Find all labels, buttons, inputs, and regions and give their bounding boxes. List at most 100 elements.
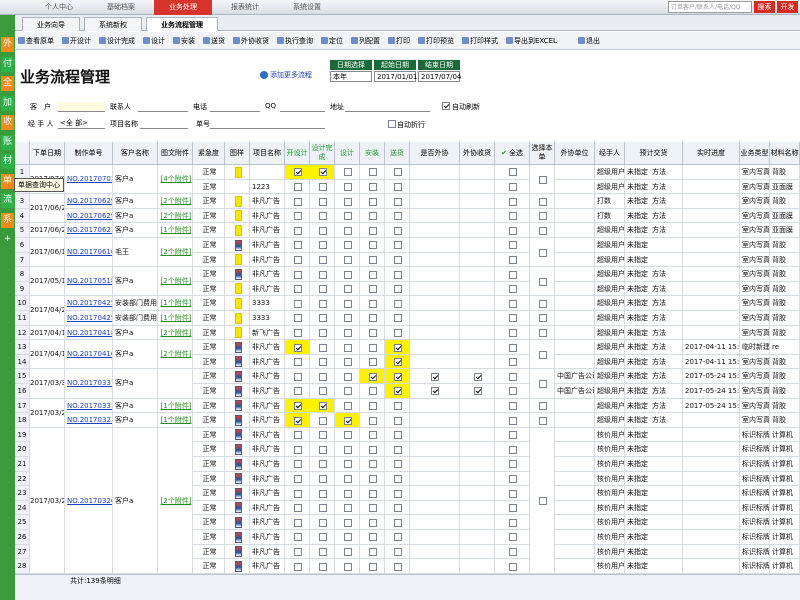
checkbox[interactable] <box>431 387 439 396</box>
checkbox[interactable] <box>293 358 302 367</box>
checkbox[interactable] <box>368 197 377 206</box>
checkbox[interactable] <box>343 314 352 323</box>
checkbox[interactable] <box>318 226 327 235</box>
filter-input[interactable] <box>280 102 325 112</box>
sidebar-item[interactable]: + <box>1 232 14 247</box>
tool-button[interactable]: 定位 <box>329 37 343 45</box>
checkbox[interactable] <box>368 168 377 177</box>
checkbox[interactable] <box>318 285 327 294</box>
checkbox[interactable] <box>343 168 352 177</box>
search-button[interactable]: 搜索 <box>754 1 775 13</box>
checkbox[interactable] <box>293 401 302 410</box>
checkbox[interactable] <box>508 314 517 323</box>
tab[interactable]: 业务流程管理 <box>146 17 218 31</box>
checkbox[interactable] <box>318 314 327 323</box>
checkbox[interactable] <box>368 387 377 396</box>
checkbox[interactable] <box>508 168 517 177</box>
filter-input[interactable] <box>345 102 430 112</box>
checkbox[interactable] <box>393 168 402 177</box>
column-header[interactable]: 送货 <box>385 142 410 165</box>
checkbox[interactable] <box>343 343 352 352</box>
checkbox[interactable] <box>538 314 547 323</box>
checkbox[interactable] <box>343 226 352 235</box>
checkbox[interactable] <box>343 372 352 381</box>
tool-button[interactable]: 送货 <box>211 37 225 45</box>
sidebar-item[interactable]: 单 <box>1 173 14 189</box>
sidebar-item[interactable]: 系 <box>1 212 14 228</box>
checkbox[interactable] <box>343 416 352 425</box>
tab[interactable]: 业务向导 <box>22 17 80 31</box>
filter-input[interactable] <box>140 119 188 129</box>
search-input[interactable]: 订单客户/联系人/电话/QQ <box>668 1 752 13</box>
column-header[interactable]: 客户名称 <box>113 142 158 165</box>
checkbox[interactable] <box>508 387 517 396</box>
nav-tab[interactable]: 基础档案 <box>107 3 135 11</box>
checkbox[interactable] <box>343 270 352 279</box>
checkbox[interactable] <box>508 504 517 513</box>
checkbox[interactable] <box>393 182 402 191</box>
checkbox[interactable] <box>343 255 352 264</box>
checkbox[interactable] <box>538 350 547 359</box>
checkbox[interactable] <box>318 416 327 425</box>
checkbox[interactable] <box>293 533 302 542</box>
checkbox[interactable] <box>393 343 402 352</box>
checkbox[interactable] <box>293 416 302 425</box>
checkbox[interactable] <box>343 358 352 367</box>
checkbox[interactable] <box>343 401 352 410</box>
checkbox[interactable] <box>473 387 482 396</box>
filter-input[interactable] <box>58 119 105 129</box>
checkbox[interactable] <box>538 226 547 235</box>
checkbox[interactable] <box>318 474 327 483</box>
column-header[interactable]: 图文附件 <box>158 142 193 165</box>
checkbox[interactable] <box>368 241 377 250</box>
checkbox[interactable] <box>508 518 517 527</box>
checkbox[interactable] <box>508 372 517 381</box>
checkbox[interactable] <box>368 343 377 352</box>
checkbox[interactable] <box>293 387 302 396</box>
checkbox[interactable] <box>508 533 517 542</box>
checkbox[interactable] <box>318 504 327 513</box>
checkbox[interactable] <box>431 372 439 381</box>
checkbox[interactable] <box>388 120 396 128</box>
checkbox[interactable] <box>368 518 377 527</box>
search-button[interactable]: 开发 <box>777 1 798 13</box>
tool-button[interactable]: 安装 <box>181 37 195 45</box>
sidebar-item[interactable]: 全 <box>1 76 14 91</box>
tool-button[interactable]: 退出 <box>586 37 600 45</box>
checkbox[interactable] <box>368 562 377 571</box>
checkbox[interactable] <box>318 533 327 542</box>
checkbox[interactable] <box>508 197 517 206</box>
checkbox[interactable] <box>368 358 377 367</box>
checkbox[interactable] <box>343 504 352 513</box>
checkbox[interactable] <box>393 489 402 498</box>
checkbox[interactable] <box>293 212 302 221</box>
checkbox[interactable] <box>318 270 327 279</box>
nav-tab[interactable]: 个人中心 <box>45 3 73 11</box>
checkbox[interactable] <box>538 380 547 388</box>
checkbox[interactable] <box>508 431 517 440</box>
tool-button[interactable]: 开设计 <box>70 37 91 45</box>
checkbox[interactable] <box>538 416 547 425</box>
checkbox[interactable] <box>293 226 302 235</box>
checkbox[interactable] <box>473 372 482 381</box>
checkbox[interactable] <box>393 533 402 542</box>
column-header[interactable]: 图样 <box>225 142 250 165</box>
checkbox[interactable] <box>393 504 402 513</box>
checkbox[interactable] <box>393 226 402 235</box>
checkbox[interactable] <box>508 212 517 221</box>
checkbox[interactable] <box>368 328 377 337</box>
checkbox[interactable] <box>508 241 517 250</box>
checkbox[interactable] <box>393 241 402 250</box>
checkbox[interactable] <box>293 299 302 308</box>
tool-button[interactable]: 列配置 <box>359 37 380 45</box>
filter-input[interactable] <box>210 102 260 112</box>
checkbox[interactable] <box>293 270 302 279</box>
tool-button[interactable]: 设计完成 <box>107 37 135 45</box>
sidebar-item[interactable]: 流 <box>1 193 14 208</box>
checkbox[interactable] <box>318 445 327 454</box>
column-header[interactable]: 下单日期 <box>30 142 65 165</box>
checkbox[interactable] <box>393 197 402 206</box>
column-header[interactable]: 紧急度 <box>193 142 225 165</box>
checkbox[interactable] <box>393 562 402 571</box>
tool-button[interactable]: 导出到EXCEL <box>514 37 557 45</box>
